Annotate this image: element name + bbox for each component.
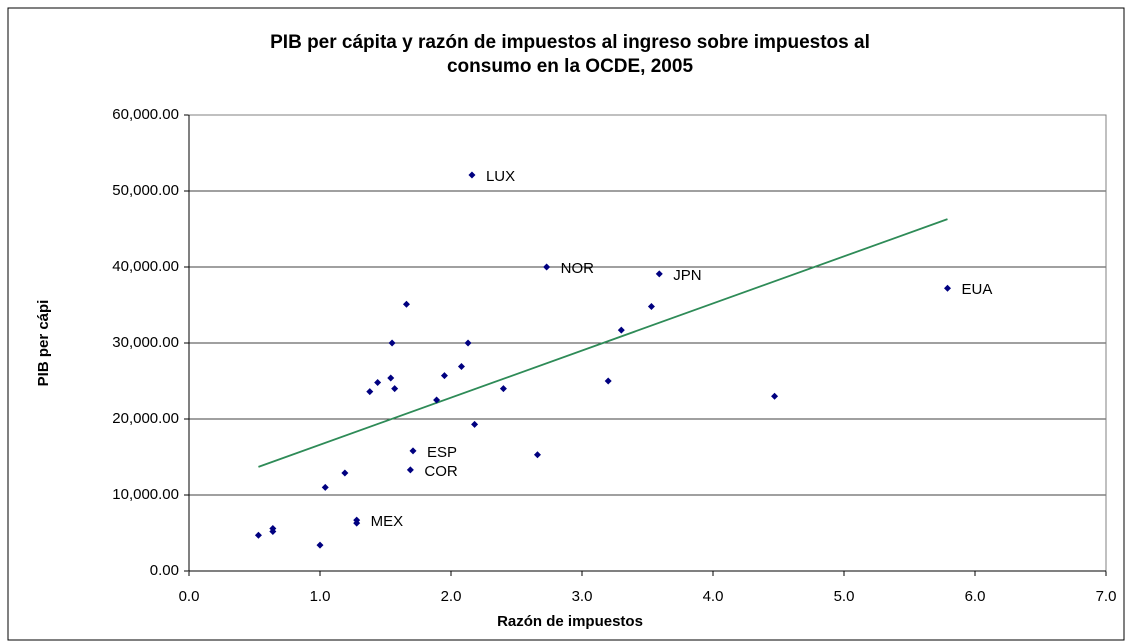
point bbox=[316, 541, 324, 549]
point bbox=[366, 388, 374, 396]
point bbox=[353, 519, 361, 527]
point bbox=[457, 363, 465, 371]
point bbox=[464, 339, 472, 347]
point-label: EUA bbox=[961, 281, 992, 298]
point bbox=[543, 263, 551, 271]
point bbox=[374, 379, 382, 387]
chart-title: PIB per cápita y razón de impuestos al i… bbox=[270, 32, 870, 53]
point-label: NOR bbox=[561, 260, 595, 277]
y-tick-label: 10,000.00 bbox=[112, 486, 179, 503]
point bbox=[471, 420, 479, 428]
point bbox=[409, 447, 417, 455]
x-tick-label: 6.0 bbox=[965, 588, 986, 605]
x-tick-label: 7.0 bbox=[1096, 588, 1117, 605]
y-tick-label: 40,000.00 bbox=[112, 258, 179, 275]
point-label: MEX bbox=[371, 513, 404, 530]
point bbox=[387, 374, 395, 382]
point bbox=[406, 466, 414, 474]
x-tick-label: 1.0 bbox=[310, 588, 331, 605]
point bbox=[433, 396, 441, 404]
point bbox=[771, 392, 779, 400]
x-tick-label: 3.0 bbox=[572, 588, 593, 605]
point bbox=[943, 284, 951, 292]
point-label: ESP bbox=[427, 444, 457, 461]
point bbox=[391, 385, 399, 393]
chart-title: consumo en la OCDE, 2005 bbox=[447, 56, 693, 77]
point bbox=[321, 483, 329, 491]
x-tick-label: 0.0 bbox=[179, 588, 200, 605]
y-tick-label: 0.00 bbox=[150, 562, 179, 579]
x-tick-label: 5.0 bbox=[834, 588, 855, 605]
point-label: COR bbox=[424, 463, 458, 480]
y-tick-label: 20,000.00 bbox=[112, 410, 179, 427]
point bbox=[254, 531, 262, 539]
point bbox=[341, 469, 349, 477]
point bbox=[604, 377, 612, 385]
point bbox=[468, 171, 476, 179]
x-tick-label: 4.0 bbox=[703, 588, 724, 605]
point bbox=[647, 303, 655, 311]
point-label: LUX bbox=[486, 168, 515, 185]
y-axis-label: PIB per cápi bbox=[35, 300, 52, 387]
chart-frame bbox=[7, 7, 1125, 641]
point bbox=[617, 326, 625, 334]
point bbox=[655, 270, 663, 278]
point bbox=[533, 451, 541, 459]
x-tick-label: 2.0 bbox=[441, 588, 462, 605]
point bbox=[440, 372, 448, 380]
trendline bbox=[258, 218, 948, 468]
x-axis-label: Razón de impuestos bbox=[497, 613, 643, 630]
point bbox=[499, 385, 507, 393]
y-tick-label: 60,000.00 bbox=[112, 106, 179, 123]
point bbox=[269, 527, 277, 535]
point bbox=[402, 300, 410, 308]
point-label: JPN bbox=[673, 267, 701, 284]
y-tick-label: 30,000.00 bbox=[112, 334, 179, 351]
y-tick-label: 50,000.00 bbox=[112, 182, 179, 199]
point bbox=[388, 339, 396, 347]
